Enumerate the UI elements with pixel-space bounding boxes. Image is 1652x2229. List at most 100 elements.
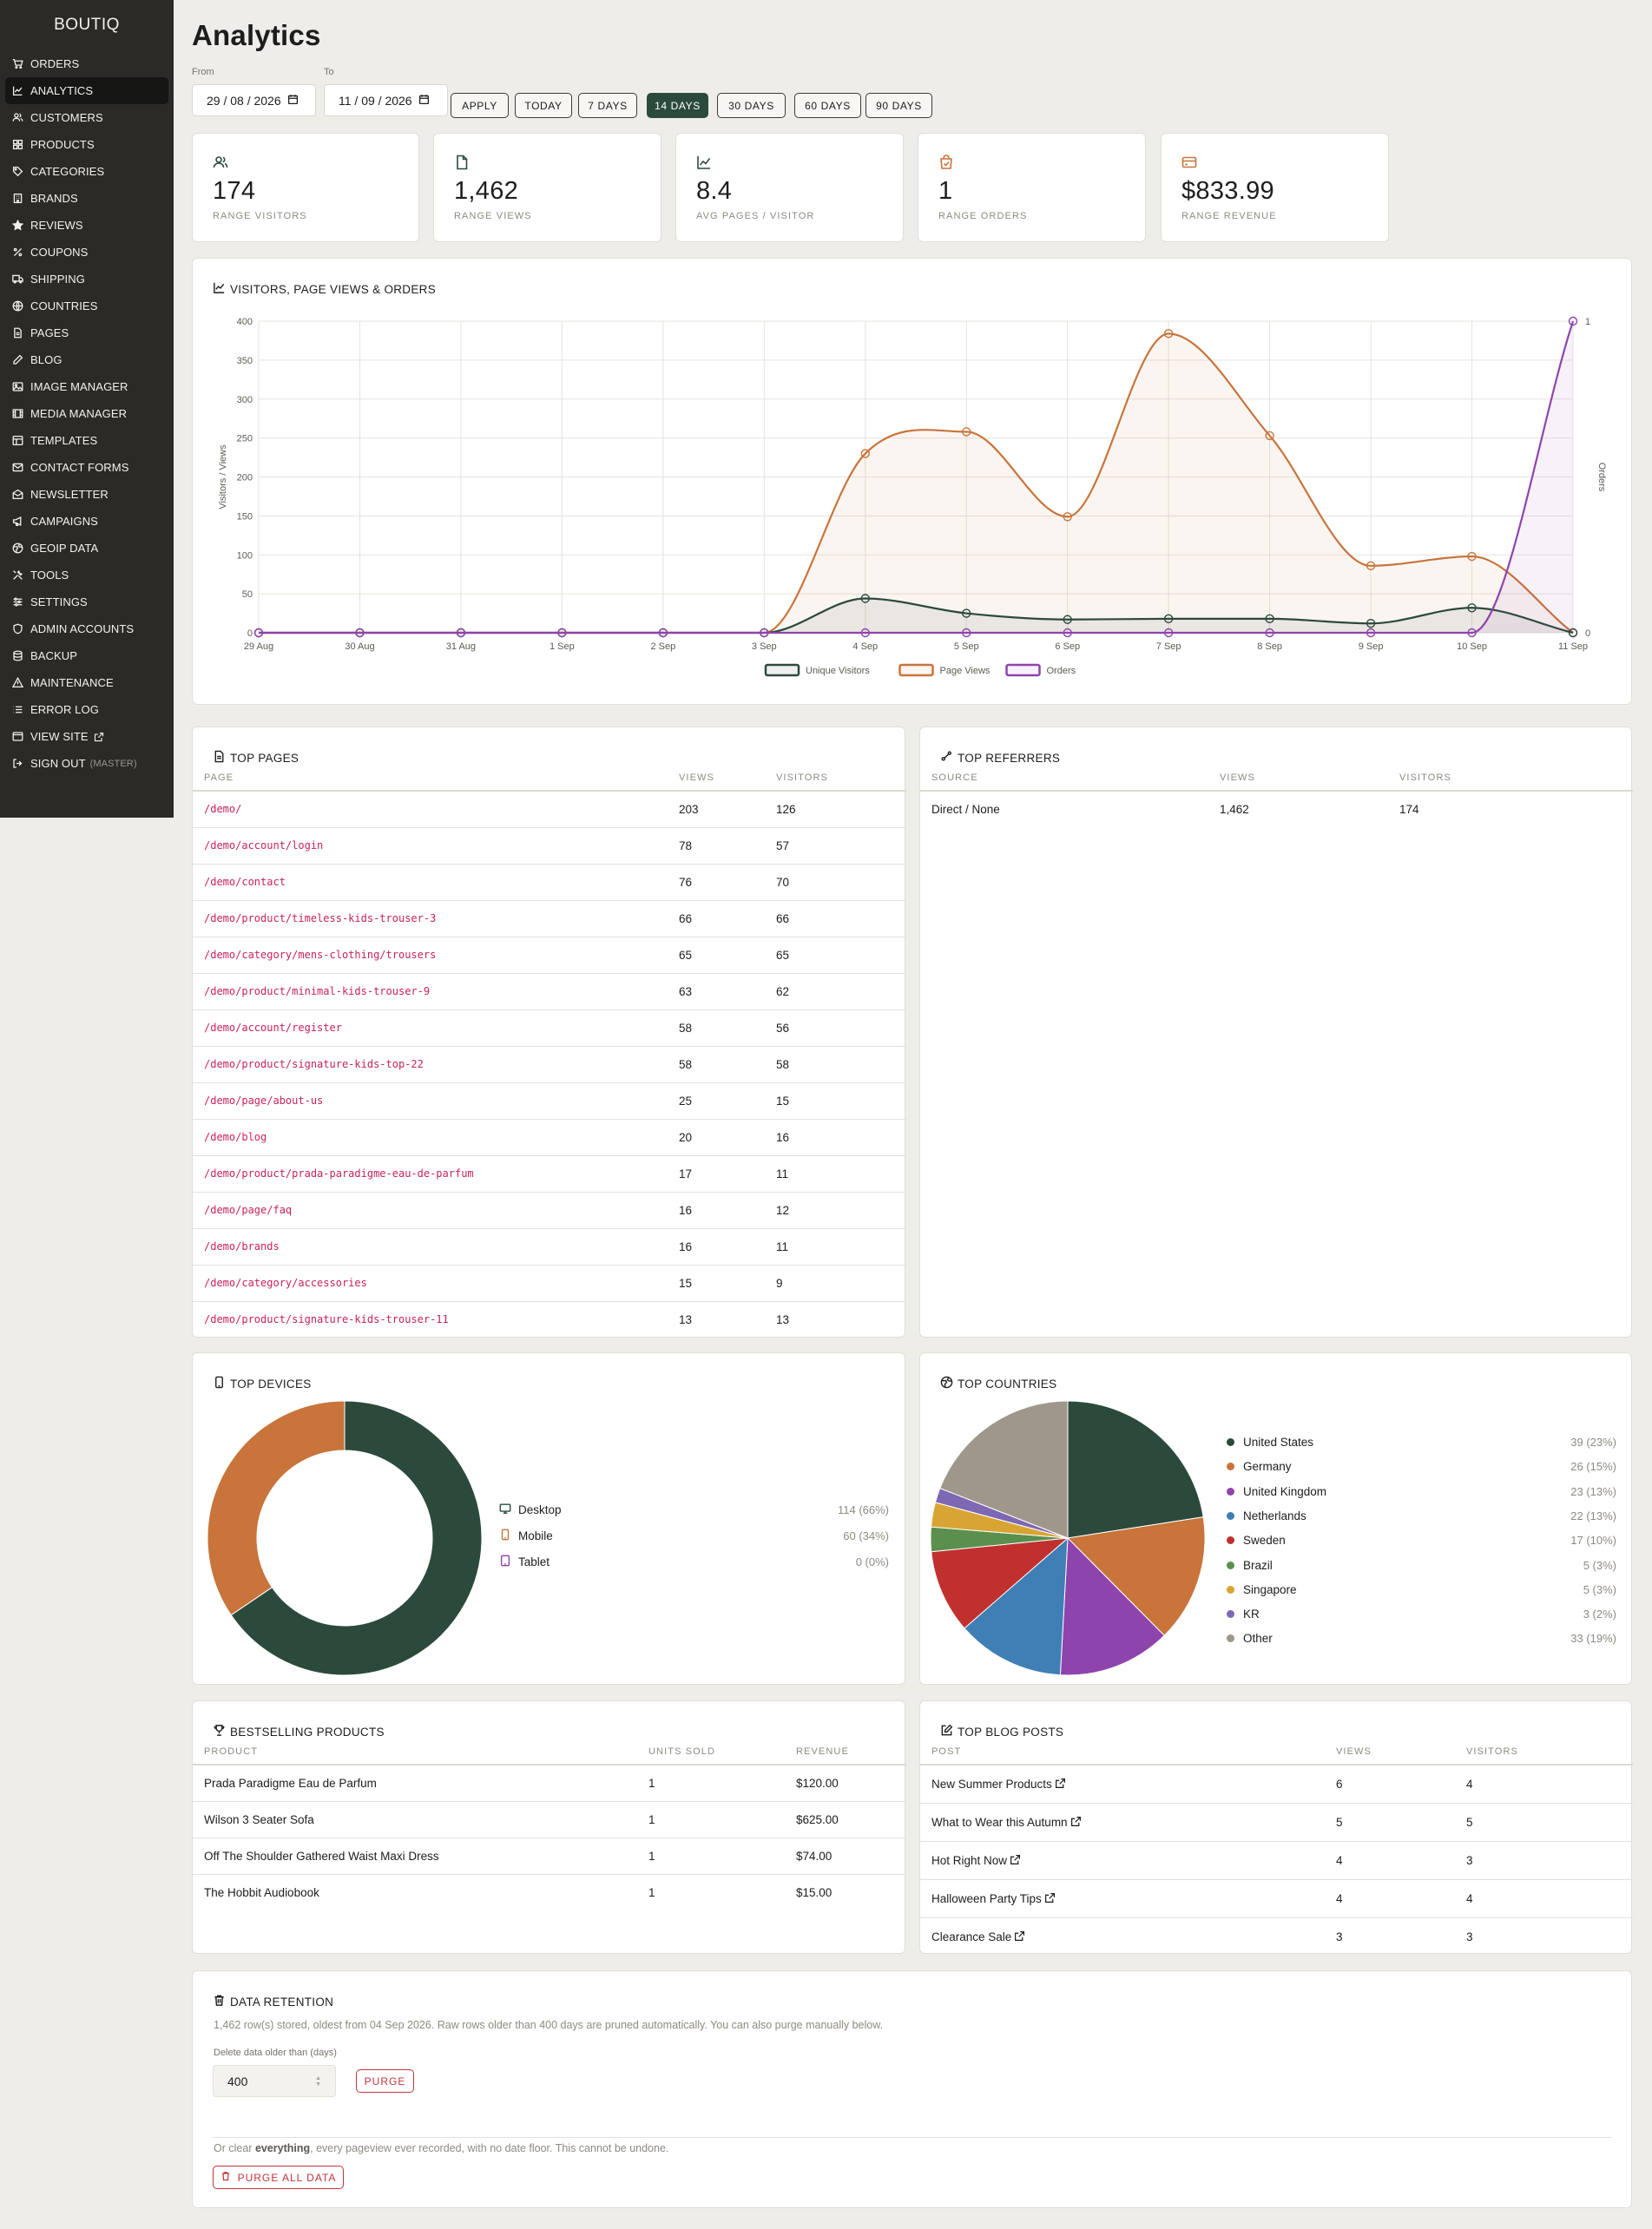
device-slice[interactable] xyxy=(207,1400,346,1616)
post-cell[interactable]: Clearance Sale xyxy=(920,1917,1336,1956)
sidebar-item-campaigns[interactable]: CAMPAIGNS xyxy=(5,508,168,535)
sidebar-item-newsletter[interactable]: NEWSLETTER xyxy=(5,481,168,508)
sidebar-item-tools[interactable]: TOOLS xyxy=(5,562,168,588)
sidebar-item-blog[interactable]: BLOG xyxy=(5,346,168,373)
country-slice[interactable] xyxy=(1067,1400,1204,1539)
60-days-button[interactable]: 60 DAYS xyxy=(794,93,861,118)
sidebar-item-shipping[interactable]: SHIPPING xyxy=(5,266,168,293)
retention-days-input[interactable]: 400 ▲ ▼ xyxy=(213,2065,336,2097)
14-days-button[interactable]: 14 DAYS xyxy=(647,93,708,118)
x-tick-label: 11 Sep xyxy=(1558,641,1588,652)
country-slice[interactable] xyxy=(1059,1536,1165,1676)
page-path-cell[interactable]: /demo/page/about-us xyxy=(193,1082,679,1120)
sidebar-item-brands[interactable]: BRANDS xyxy=(5,185,168,212)
from-date-input[interactable]: 29 / 08 / 2026 xyxy=(192,84,316,116)
post-cell[interactable]: What to Wear this Autumn xyxy=(920,1803,1336,1842)
page-path-cell[interactable]: /demo/product/timeless-kids-trouser-3 xyxy=(193,900,679,937)
30-days-button[interactable]: 30 DAYS xyxy=(717,93,786,118)
views-cell-text: 63 xyxy=(679,984,693,998)
visitors-cell: 4 xyxy=(1466,1879,1633,1918)
country-slice[interactable] xyxy=(964,1536,1069,1676)
purge-button[interactable]: PURGE xyxy=(356,2069,414,2093)
sidebar-item-label: PRODUCTS xyxy=(30,138,95,151)
sidebar-item-products[interactable]: PRODUCTS xyxy=(5,131,168,158)
device-slice[interactable] xyxy=(230,1400,483,1676)
kpi-value: 1 xyxy=(938,177,953,205)
sidebar-item-view-site[interactable]: VIEW SITE xyxy=(5,723,168,750)
views-cell: 63 xyxy=(679,973,776,1010)
y-tick-label: 100 xyxy=(237,550,253,561)
country-value: 5 (3%) xyxy=(1583,1582,1616,1596)
post-cell[interactable]: Halloween Party Tips xyxy=(920,1879,1336,1918)
sidebar-item-categories[interactable]: CATEGORIES xyxy=(5,158,168,185)
sidebar-item-maintenance[interactable]: MAINTENANCE xyxy=(5,669,168,696)
page-path-cell[interactable]: /demo/contact xyxy=(193,864,679,901)
views-cell-text: 203 xyxy=(679,802,699,816)
sidebar-item-coupons[interactable]: COUPONS xyxy=(5,239,168,266)
sidebar-item-reviews[interactable]: REVIEWS xyxy=(5,212,168,239)
legend-dot xyxy=(1227,1536,1234,1545)
post-cell[interactable]: New Summer Products xyxy=(920,1765,1336,1804)
revenue-cell: $74.00 xyxy=(796,1838,906,1875)
legend-label: Orders xyxy=(1047,666,1076,676)
page-path-cell[interactable]: /demo/brands xyxy=(193,1228,679,1266)
post-cell[interactable]: Hot Right Now xyxy=(920,1841,1336,1880)
country-slice[interactable] xyxy=(939,1400,1069,1539)
data-point xyxy=(1265,431,1274,441)
sidebar-item-orders[interactable]: ORDERS xyxy=(5,50,168,77)
sidebar-item-backup[interactable]: BACKUP xyxy=(5,642,168,669)
sidebar-item-countries[interactable]: COUNTRIES xyxy=(5,293,168,319)
page-path-cell[interactable]: /demo/category/mens-clothing/trousers xyxy=(193,937,679,974)
sidebar-item-pages[interactable]: PAGES xyxy=(5,319,168,346)
sidebar-item-image-manager[interactable]: IMAGE MANAGER xyxy=(5,373,168,400)
country-label: Germany xyxy=(1243,1460,1292,1474)
sidebar-item-label: BACKUP xyxy=(30,649,78,662)
sidebar-item-contact-forms[interactable]: CONTACT FORMS xyxy=(5,454,168,481)
page-path-cell[interactable]: /demo/category/accessories xyxy=(193,1265,679,1302)
page-path-cell[interactable]: /demo/page/faq xyxy=(193,1192,679,1229)
post-cell-text: What to Wear this Autumn xyxy=(931,1815,1068,1829)
country-slice[interactable] xyxy=(1066,1516,1206,1636)
page-path-cell[interactable]: /demo/product/signature-kids-top-22 xyxy=(193,1046,679,1083)
sidebar-item-analytics[interactable]: ANALYTICS xyxy=(5,77,168,104)
today-button[interactable]: TODAY xyxy=(515,93,572,118)
7-days-button[interactable]: 7 DAYS xyxy=(578,93,637,118)
calendar-icon[interactable] xyxy=(281,94,299,108)
to-date-input[interactable]: 11 / 09 / 2026 xyxy=(324,84,448,116)
stepper-arrows-icon[interactable]: ▲ ▼ xyxy=(315,2075,321,2088)
purge-all-button[interactable]: PURGE ALL DATA xyxy=(213,2166,344,2189)
kpi-label: AVG PAGES / VISITOR xyxy=(696,211,815,221)
page-path-cell[interactable]: /demo/blog xyxy=(193,1119,679,1156)
sidebar-item-templates[interactable]: TEMPLATES xyxy=(5,427,168,454)
page-path-cell[interactable]: /demo/product/minimal-kids-trouser-9 xyxy=(193,973,679,1010)
external-link-icon[interactable] xyxy=(1052,1778,1066,1791)
sidebar-item-media-manager[interactable]: MEDIA MANAGER xyxy=(5,400,168,427)
table-row: The Hobbit Audiobook 1 $15.00 xyxy=(193,1874,906,1910)
external-link-icon[interactable] xyxy=(1042,1892,1056,1905)
sidebar-item-error-log[interactable]: ERROR LOG xyxy=(5,696,168,723)
sidebar-item-admin-accounts[interactable]: ADMIN ACCOUNTS xyxy=(5,615,168,642)
page-path-cell[interactable]: /demo/account/register xyxy=(193,1009,679,1047)
grid-icon xyxy=(11,139,23,151)
page-path-cell[interactable]: /demo/ xyxy=(193,791,679,828)
page-path-cell[interactable]: /demo/account/login xyxy=(193,827,679,865)
sidebar-item-customers[interactable]: CUSTOMERS xyxy=(5,104,168,131)
external-link-icon[interactable] xyxy=(1007,1854,1021,1867)
external-link-icon[interactable] xyxy=(1068,1816,1082,1829)
data-point xyxy=(253,628,264,638)
brand-logo[interactable]: BOUTIQ xyxy=(54,16,120,34)
page-path-cell[interactable]: /demo/product/signature-kids-trouser-11 xyxy=(193,1301,679,1338)
90-days-button[interactable]: 90 DAYS xyxy=(865,93,932,118)
page-path-cell-text: /demo/category/accessories xyxy=(204,1277,367,1289)
page-path-cell[interactable]: /demo/product/prada-paradigme-eau-de-par… xyxy=(193,1155,679,1193)
bestsellers-header: BESTSELLING PRODUCTS xyxy=(213,1724,385,1739)
sidebar-item-settings[interactable]: SETTINGS xyxy=(5,588,168,615)
sidebar-item-sign-out[interactable]: SIGN OUT (MASTER) xyxy=(5,750,168,777)
data-point xyxy=(1265,614,1274,624)
sidebar-item-geoip-data[interactable]: GEOIP DATA xyxy=(5,535,168,562)
country-slice[interactable] xyxy=(931,1537,1070,1629)
external-link-icon[interactable] xyxy=(1011,1930,1025,1943)
apply-button[interactable]: APPLY xyxy=(451,93,509,118)
calendar-icon[interactable] xyxy=(412,94,430,108)
film-icon xyxy=(11,408,23,420)
